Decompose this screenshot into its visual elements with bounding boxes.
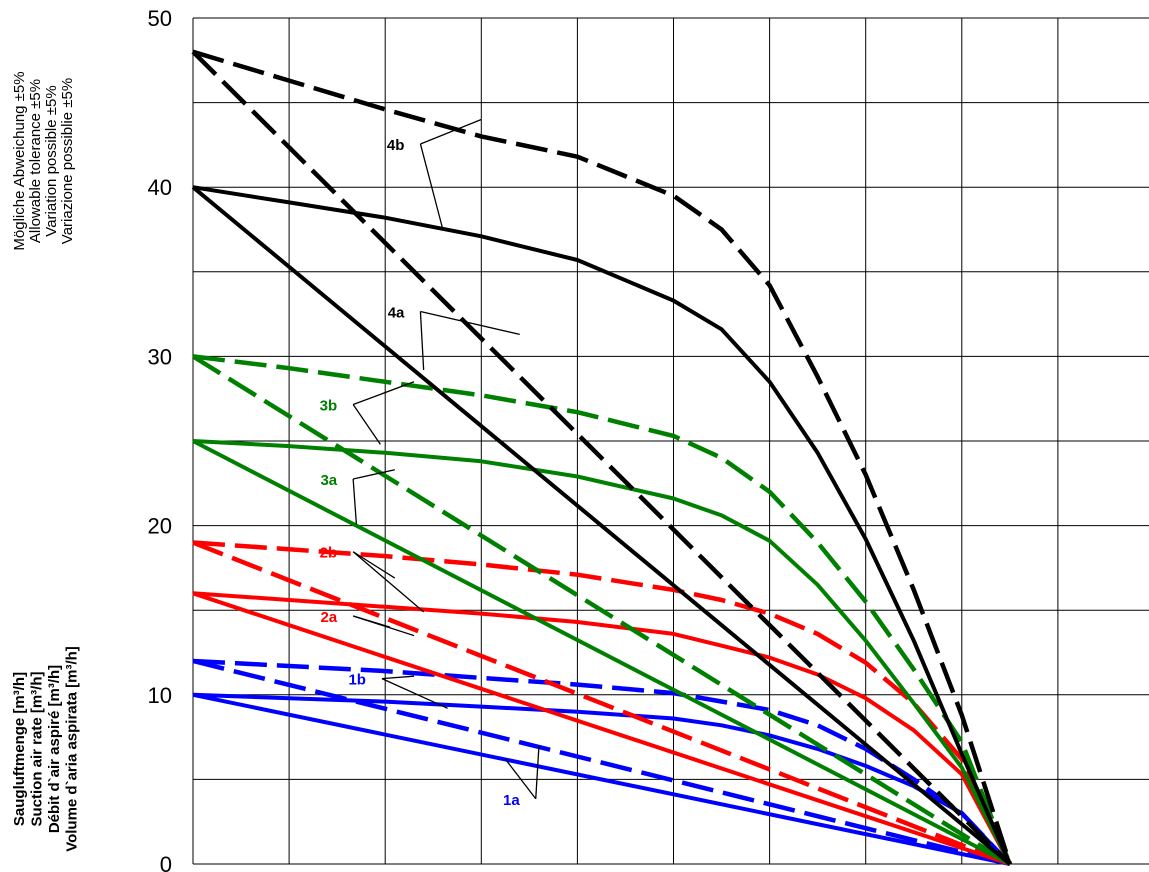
annotation-4a: 4a — [388, 304, 520, 370]
y-tick-label: 40 — [148, 175, 172, 200]
annotation-leader-line — [352, 551, 425, 613]
annotation-leader-line — [352, 478, 358, 524]
series-line-3b-solid — [192, 439, 1012, 865]
y-axis-label-line: Saugluftmenge [m³/h] — [11, 672, 28, 826]
annotation-leader-line — [535, 745, 540, 799]
series-line-2a-dashed — [192, 540, 1011, 867]
annotation-1a: 1a — [503, 745, 540, 809]
annotation-label: 4b — [387, 137, 405, 154]
annotation-leader-line — [352, 404, 381, 445]
tolerance-note-line: Mögliche Abweichung ±5% — [11, 71, 28, 250]
y-tick-label: 0 — [160, 852, 172, 872]
series-line-1a-dashed — [192, 658, 1011, 867]
annotation-leader-line — [352, 381, 415, 406]
tolerance-note-line: Variation possible ±5% — [43, 85, 60, 236]
annotation-leader-line — [352, 615, 415, 637]
series-line-2b-dashed — [192, 540, 1012, 865]
annotation-label: 3a — [320, 472, 337, 489]
series-layer — [191, 49, 1013, 867]
series-line-2b-solid — [192, 591, 1012, 865]
annotation-3b: 3b — [320, 381, 415, 445]
annotation-leader-line — [352, 551, 396, 579]
y-axis-label: Saugluftmenge [m³/h] Suction air rate [m³… — [11, 646, 81, 852]
y-tick-label: 30 — [148, 344, 172, 369]
y-tick-label: 20 — [148, 514, 172, 539]
annotation-leader-line — [504, 758, 537, 800]
annotation-leader-line — [419, 311, 425, 370]
y-axis-label-line: Volume d`aria aspirata [m³/h] — [64, 646, 81, 852]
series-line-3a-solid — [192, 439, 1011, 866]
tolerance-note: Mögliche Abweichung ±5% Allowable toleran… — [11, 71, 76, 250]
series-line-1b-dashed — [192, 658, 1012, 866]
annotation-label: 1b — [348, 672, 366, 689]
y-axis-label-line: Débit d`air aspiré [m³/h] — [46, 665, 63, 833]
annotation-label: 2a — [320, 609, 337, 626]
annotation-leader-line — [353, 469, 395, 480]
annotation-label: 2b — [320, 545, 338, 562]
y-tick-label: 10 — [148, 683, 172, 708]
annotation-label: 1a — [503, 792, 520, 809]
annotation-1b: 1b — [348, 672, 448, 709]
annotation-leader-line — [419, 143, 444, 230]
series-line-4b-solid — [192, 185, 1012, 865]
series-line-2a-solid — [192, 591, 1011, 866]
series-line-3b-dashed — [192, 354, 1012, 865]
annotation-leader-line — [420, 118, 482, 145]
series-line-4a-solid — [191, 185, 1012, 866]
annotation-label: 3b — [320, 398, 338, 415]
annotation-3a: 3a — [320, 469, 395, 524]
y-tick-labels: 0 10 20 30 40 50 — [148, 6, 172, 872]
annotation-4b: 4b — [387, 118, 482, 230]
annotation-label: 4a — [388, 304, 405, 321]
y-tick-label: 50 — [148, 6, 172, 31]
series-line-3a-dashed — [191, 354, 1012, 866]
series-line-4b-dashed — [192, 49, 1013, 865]
annotation-leader-line — [381, 678, 448, 709]
grid — [192, 17, 1149, 865]
tolerance-note-lines: Mögliche Abweichung ±5% Allowable toleran… — [11, 71, 76, 250]
annotation-2b: 2b — [320, 545, 425, 613]
series-line-1a-solid — [192, 692, 1011, 866]
series-line-4a-dashed — [191, 50, 1012, 866]
annotation-leader-line — [420, 310, 520, 336]
annotation-leader-line — [381, 675, 415, 680]
annotation-2a: 2a — [320, 609, 415, 637]
tolerance-note-line: Allowable tolerance ±5% — [27, 79, 44, 243]
annotation-layer: 4b 4a 3b 3a 2b 2a 1b 1a — [320, 118, 540, 809]
y-axis-label-lines: Saugluftmenge [m³/h] Suction air rate [m³… — [11, 646, 81, 852]
y-axis-label-line: Suction air rate [m³/h] — [29, 671, 46, 826]
tolerance-note-line: Variazione possiblie ±5% — [59, 78, 76, 244]
